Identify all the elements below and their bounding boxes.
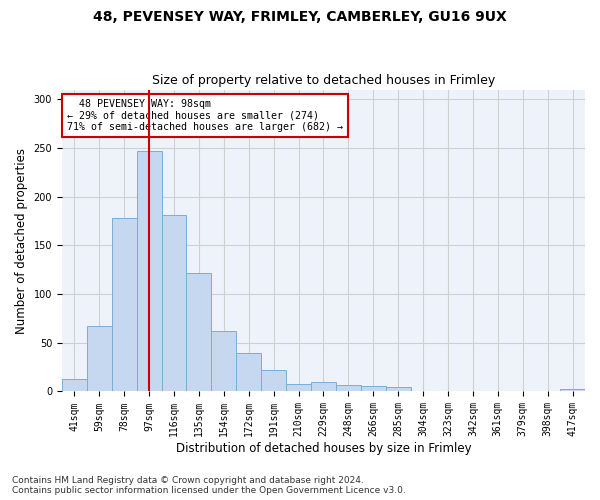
- Title: Size of property relative to detached houses in Frimley: Size of property relative to detached ho…: [152, 74, 495, 87]
- Bar: [187, 272, 211, 392]
- Bar: [137, 151, 161, 392]
- Y-axis label: Number of detached properties: Number of detached properties: [15, 148, 28, 334]
- Bar: [62, 379, 87, 392]
- Bar: [211, 331, 236, 392]
- Bar: [336, 384, 361, 392]
- Bar: [261, 370, 286, 392]
- Bar: [112, 218, 137, 392]
- Bar: [560, 388, 585, 392]
- X-axis label: Distribution of detached houses by size in Frimley: Distribution of detached houses by size …: [176, 442, 471, 455]
- Bar: [361, 386, 386, 392]
- Text: 48, PEVENSEY WAY, FRIMLEY, CAMBERLEY, GU16 9UX: 48, PEVENSEY WAY, FRIMLEY, CAMBERLEY, GU…: [93, 10, 507, 24]
- Bar: [386, 386, 410, 392]
- Bar: [161, 215, 187, 392]
- Bar: [311, 382, 336, 392]
- Text: 48 PEVENSEY WAY: 98sqm
← 29% of detached houses are smaller (274)
71% of semi-de: 48 PEVENSEY WAY: 98sqm ← 29% of detached…: [67, 98, 343, 132]
- Bar: [236, 352, 261, 392]
- Text: Contains HM Land Registry data © Crown copyright and database right 2024.
Contai: Contains HM Land Registry data © Crown c…: [12, 476, 406, 495]
- Bar: [87, 326, 112, 392]
- Bar: [286, 384, 311, 392]
